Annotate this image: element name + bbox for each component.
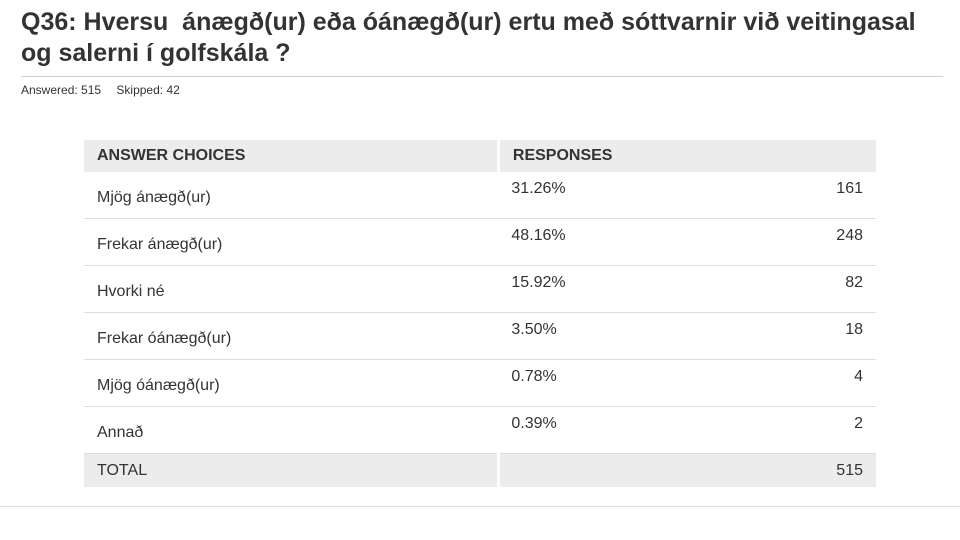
response-percent: 48.16% bbox=[498, 218, 683, 266]
results-table: ANSWER CHOICES RESPONSES Mjög ánægð(ur) … bbox=[84, 140, 876, 487]
answered-count: Answered: 515 bbox=[21, 83, 102, 97]
header-answer-choices: ANSWER CHOICES bbox=[84, 140, 499, 172]
response-stats: Answered: 515 Skipped: 42 bbox=[21, 83, 180, 97]
table-row: Hvorki né 15.92% 82 bbox=[84, 265, 876, 313]
table-row: Mjög óánægð(ur) 0.78% 4 bbox=[84, 359, 876, 407]
title-divider bbox=[21, 76, 943, 77]
header-responses: RESPONSES bbox=[496, 140, 876, 172]
response-count: 82 bbox=[682, 265, 876, 313]
total-blank-cell bbox=[496, 453, 683, 487]
response-count: 4 bbox=[682, 359, 876, 407]
skipped-count: Skipped: 42 bbox=[116, 83, 180, 97]
response-percent: 3.50% bbox=[498, 312, 683, 360]
table-header-row: ANSWER CHOICES RESPONSES bbox=[84, 140, 876, 172]
response-percent: 0.39% bbox=[498, 406, 683, 454]
answer-choice: Frekar óánægð(ur) bbox=[84, 312, 499, 360]
total-count: 515 bbox=[682, 453, 876, 487]
footer-divider bbox=[0, 506, 960, 507]
response-count: 2 bbox=[682, 406, 876, 454]
answer-choice: Mjög ánægð(ur) bbox=[84, 172, 499, 219]
table-row: Frekar óánægð(ur) 3.50% 18 bbox=[84, 312, 876, 360]
table-row: Mjög ánægð(ur) 31.26% 161 bbox=[84, 172, 876, 219]
answer-choice: Frekar ánægð(ur) bbox=[84, 218, 499, 266]
response-count: 18 bbox=[682, 312, 876, 360]
response-count: 161 bbox=[682, 172, 876, 219]
answer-choice: Mjög óánægð(ur) bbox=[84, 359, 499, 407]
answer-choice: Hvorki né bbox=[84, 265, 499, 313]
total-label: TOTAL bbox=[84, 453, 499, 487]
response-percent: 31.26% bbox=[498, 172, 683, 219]
question-title: Q36: Hversu ánægð(ur) eða óánægð(ur) ert… bbox=[21, 8, 923, 67]
total-row: TOTAL 515 bbox=[84, 453, 876, 487]
response-percent: 0.78% bbox=[498, 359, 683, 407]
response-percent: 15.92% bbox=[498, 265, 683, 313]
answer-choice: Annað bbox=[84, 406, 499, 454]
table-row: Annað 0.39% 2 bbox=[84, 406, 876, 454]
response-count: 248 bbox=[682, 218, 876, 266]
table-row: Frekar ánægð(ur) 48.16% 248 bbox=[84, 218, 876, 266]
